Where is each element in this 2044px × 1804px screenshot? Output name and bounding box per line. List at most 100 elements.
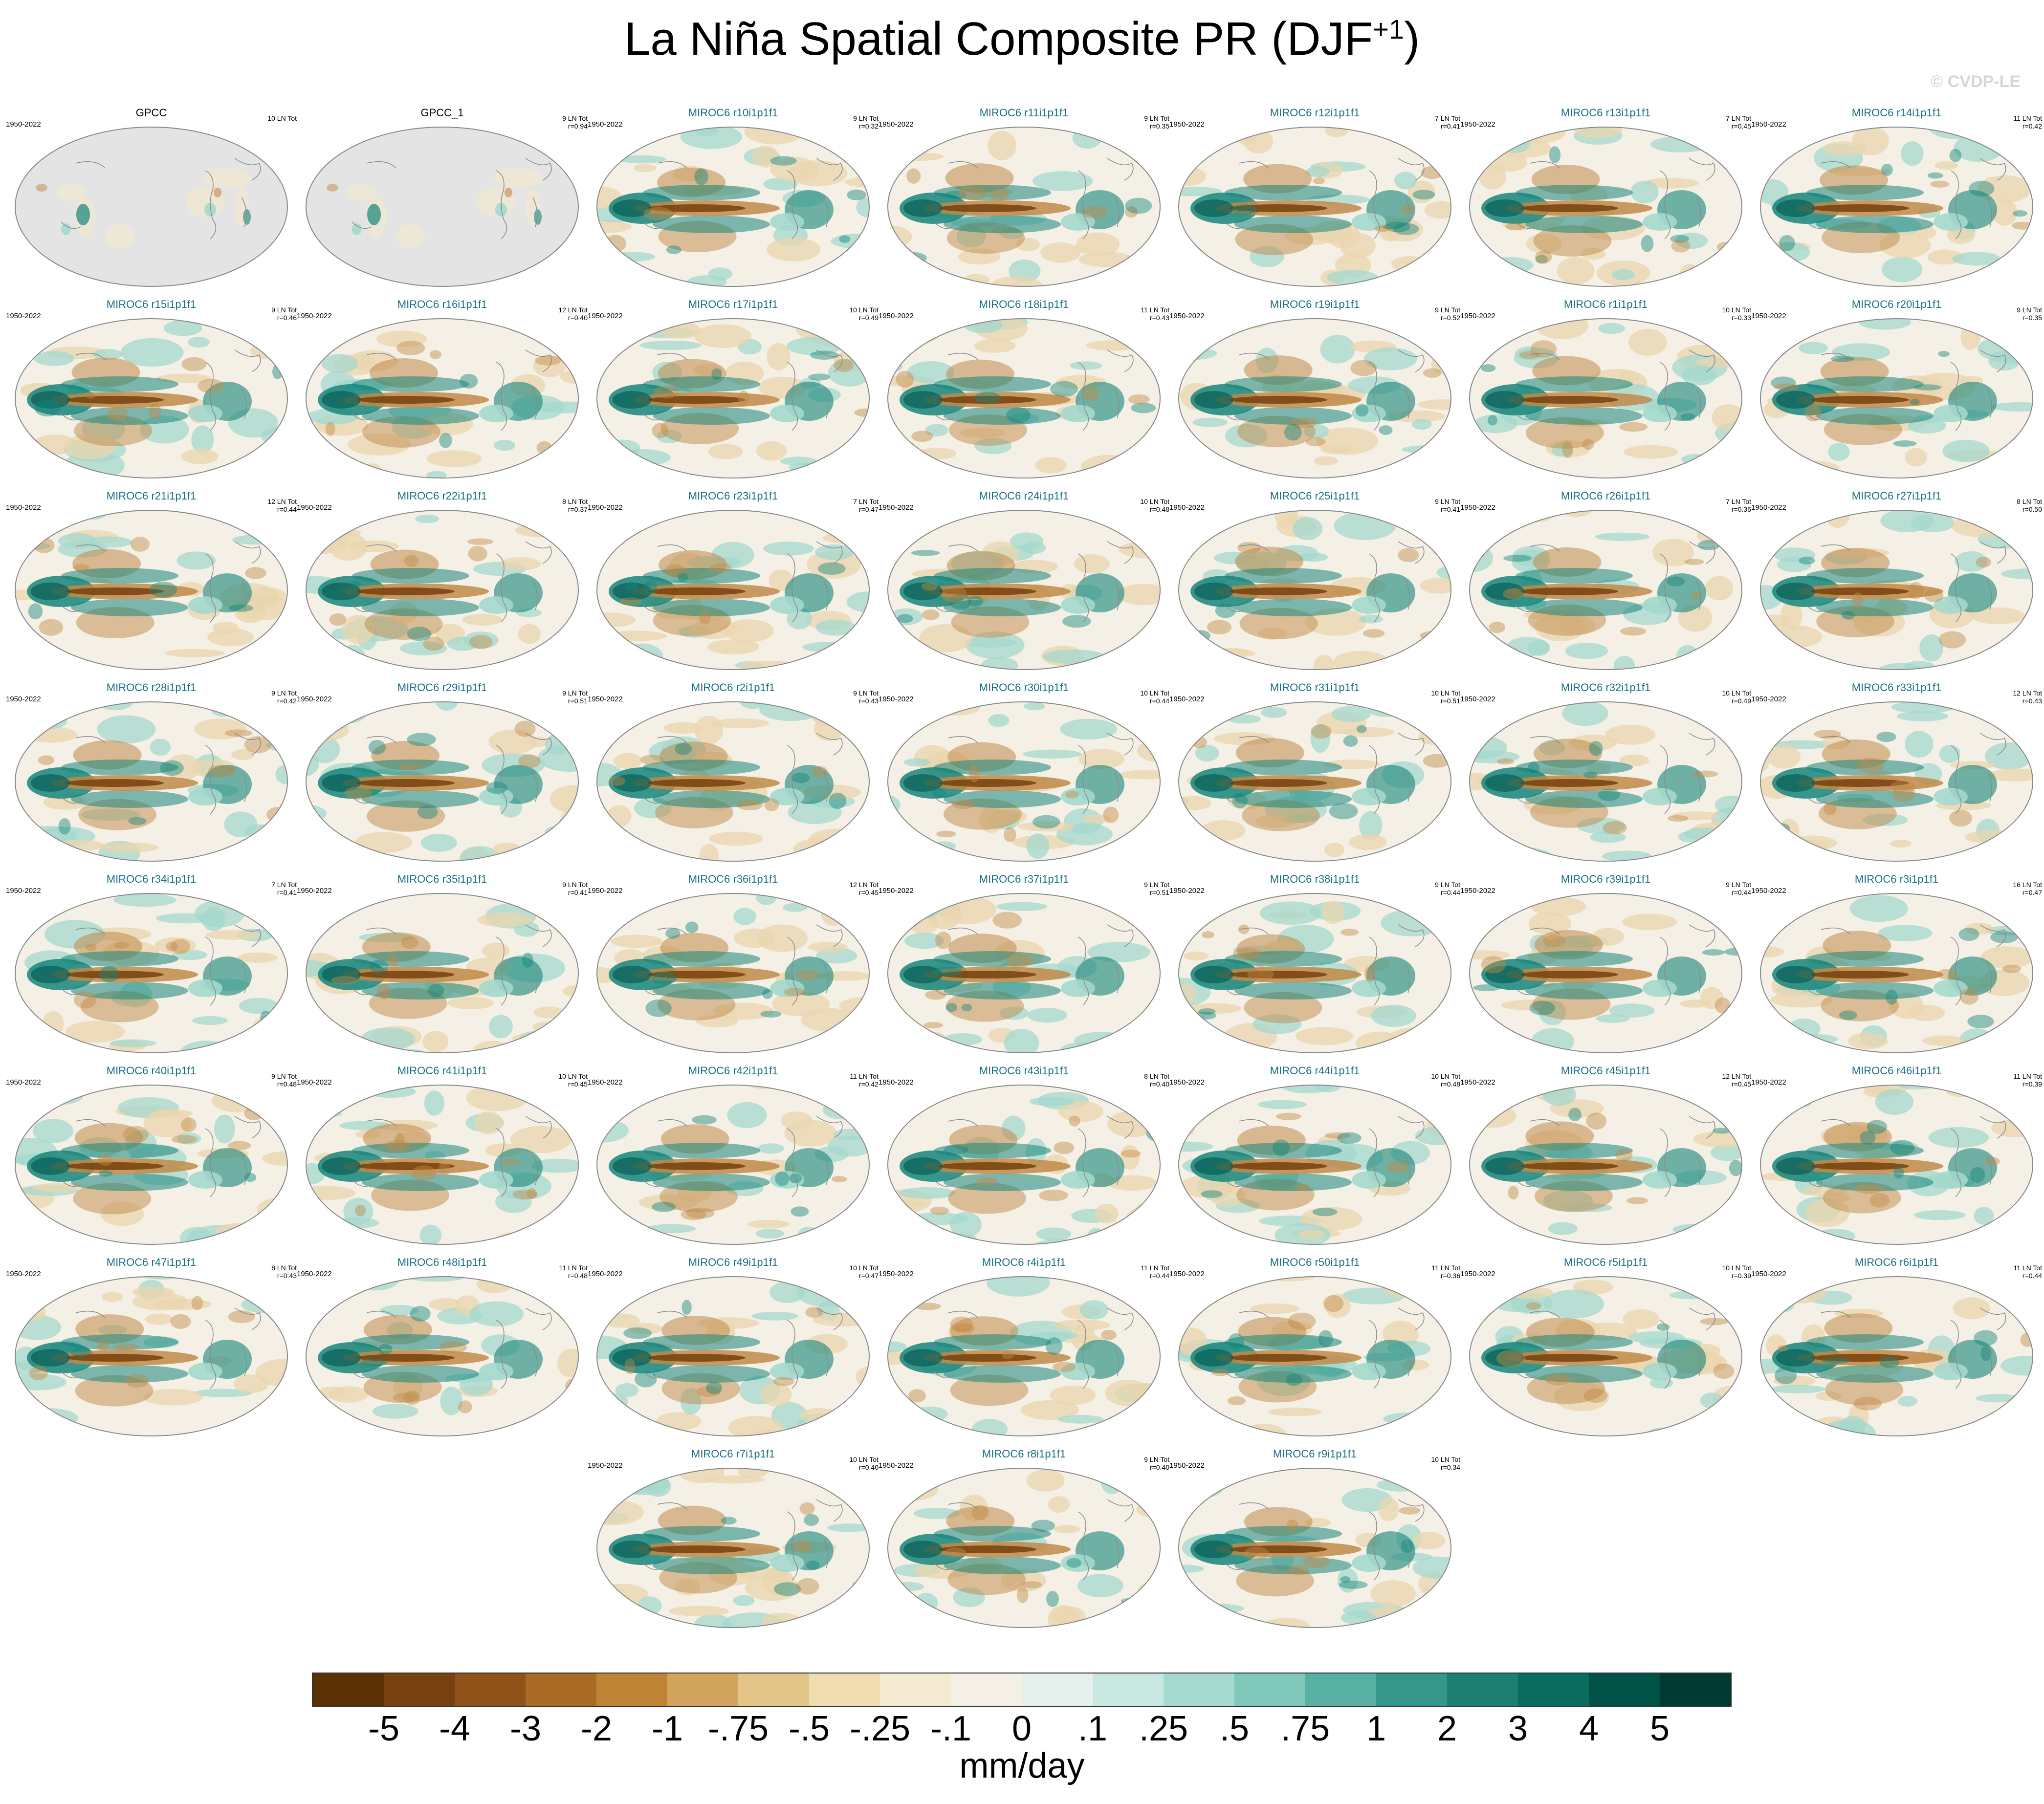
map-panel: MIROC6 r5i1p1f1 1950-2022 10 LN Tot r=0.39 <box>1460 1256 1751 1448</box>
panel-title: MIROC6 r5i1p1f1 <box>1563 1256 1648 1268</box>
colorbar-tick-label: -5 <box>368 1709 400 1748</box>
panel-count: 9 LN Tot r=0.35 <box>2017 306 2042 322</box>
panel-count: 10 LN Tot r=0.39 <box>1722 1264 1751 1280</box>
panel-map <box>1760 1085 2033 1245</box>
panel-count: 11 LN Tot r=0.48 <box>559 1264 588 1280</box>
panel-map <box>1178 893 1451 1053</box>
panel-pattern-correlation: r=0.42 <box>858 1080 879 1088</box>
panel-pattern-correlation: r=0.41 <box>568 889 588 896</box>
map-outline <box>1469 1276 1742 1436</box>
map-panel: MIROC6 r20i1p1f1 1950-2022 9 LN Tot r=0.35 <box>1751 298 2042 490</box>
panel-ln-count: 10 LN Tot <box>849 306 879 314</box>
panel-years: 1950-2022 <box>1751 312 1786 320</box>
colorbar <box>312 1673 1732 1707</box>
colorbar-tick-label: -1 <box>651 1709 683 1748</box>
panel-years: 1950-2022 <box>588 887 623 895</box>
colorbar-segment <box>1234 1674 1305 1706</box>
panel-map <box>596 510 870 670</box>
panel-ln-count: 11 LN Tot <box>2013 1264 2042 1272</box>
map-panel: GPCC_1 9 LN Tot r=0.94 <box>297 107 588 298</box>
map-panel: MIROC6 r32i1p1f1 1950-2022 10 LN Tot r=0.49 <box>1460 681 1751 873</box>
panel-years: 1950-2022 <box>588 503 623 512</box>
panel-years: 1950-2022 <box>1460 503 1495 512</box>
map-panel: MIROC6 r28i1p1f1 1950-2022 9 LN Tot r=0.42 <box>6 681 297 873</box>
panel-ln-count: 16 LN Tot <box>2013 881 2042 889</box>
panel-ln-count: 11 LN Tot <box>1431 1264 1460 1272</box>
map-outline <box>15 701 288 862</box>
panel-map <box>306 701 579 862</box>
panel-pattern-correlation: r=0.51 <box>1440 697 1460 705</box>
map-outline <box>15 893 288 1053</box>
panel-title: MIROC6 r15i1p1f1 <box>106 298 197 310</box>
map-panel: MIROC6 r8i1p1f1 1950-2022 9 LN Tot r=0.40 <box>879 1448 1169 1639</box>
panel-years: 1950-2022 <box>297 1270 332 1278</box>
panel-title: MIROC6 r18i1p1f1 <box>979 298 1069 310</box>
panel-ln-count: 9 LN Tot <box>2017 306 2042 314</box>
map-outline <box>1469 893 1742 1053</box>
panel-years: 1950-2022 <box>1169 312 1205 320</box>
map-panel: MIROC6 r33i1p1f1 1950-2022 12 LN Tot r=0.43 <box>1751 681 2042 873</box>
panel-title: MIROC6 r47i1p1f1 <box>106 1256 197 1268</box>
panel-years: 1950-2022 <box>1460 695 1495 703</box>
panel-map <box>1760 1276 2033 1436</box>
panel-count: 11 LN Tot r=0.42 <box>850 1072 879 1088</box>
map-background <box>306 127 578 286</box>
panel-map <box>15 893 288 1053</box>
map-panel: MIROC6 r31i1p1f1 1950-2022 10 LN Tot r=0.51 <box>1169 681 1460 873</box>
panel-title: MIROC6 r35i1p1f1 <box>397 873 487 885</box>
panel-count: 12 LN Tot r=0.44 <box>267 498 297 513</box>
map-outline <box>596 510 870 670</box>
panel-years: 1950-2022 <box>588 1078 623 1087</box>
map-panel: MIROC6 r26i1p1f1 1950-2022 7 LN Tot r=0.36 <box>1460 490 1751 681</box>
panel-years: 1950-2022 <box>1169 695 1205 703</box>
panel-count: 11 LN Tot r=0.44 <box>2013 1264 2042 1280</box>
panel-pattern-correlation: r=0.40 <box>568 314 588 322</box>
panel-ln-count: 11 LN Tot <box>850 1072 879 1080</box>
map-outline <box>596 318 870 478</box>
map-panel: MIROC6 r43i1p1f1 1950-2022 8 LN Tot r=0.40 <box>879 1065 1169 1256</box>
panel-ln-count: 7 LN Tot <box>271 881 297 889</box>
panel-count: 10 LN Tot r=0.49 <box>849 306 879 322</box>
map-outline <box>887 318 1161 478</box>
panel-map <box>306 510 579 670</box>
panel-map <box>15 1085 288 1245</box>
map-outline <box>887 1276 1161 1436</box>
panel-years: 1950-2022 <box>1460 120 1495 129</box>
panel-count: 10 LN Tot r=0.51 <box>1431 689 1460 705</box>
colorbar-tick-label: 3 <box>1508 1709 1528 1748</box>
panel-pattern-correlation: r=0.48 <box>568 1272 588 1280</box>
panel-title: MIROC6 r32i1p1f1 <box>1560 681 1651 694</box>
panel-title: MIROC6 r26i1p1f1 <box>1560 490 1651 502</box>
map-outline <box>15 1276 288 1436</box>
panel-title: MIROC6 r41i1p1f1 <box>397 1065 487 1077</box>
map-outline <box>1178 1276 1451 1436</box>
panel-title: MIROC6 r22i1p1f1 <box>397 490 487 502</box>
map-panel: MIROC6 r29i1p1f1 1950-2022 9 LN Tot r=0.51 <box>297 681 588 873</box>
panel-pattern-correlation: r=0.32 <box>858 122 879 130</box>
map-panel: MIROC6 r48i1p1f1 1950-2022 11 LN Tot r=0.48 <box>297 1256 588 1448</box>
map-outline <box>306 510 579 670</box>
panel-pattern-correlation: r=0.47 <box>2022 889 2042 896</box>
map-outline <box>596 701 870 862</box>
map-background <box>15 127 287 286</box>
panel-count: 9 LN Tot r=0.40 <box>1144 1456 1169 1471</box>
map-panel: MIROC6 r46i1p1f1 1950-2022 11 LN Tot r=0.39 <box>1751 1065 2042 1256</box>
panel-map <box>1178 1085 1451 1245</box>
map-outline <box>887 1468 1161 1628</box>
map-panel: MIROC6 r24i1p1f1 1950-2022 10 LN Tot r=0.48 <box>879 490 1169 681</box>
map-outline <box>1469 318 1742 478</box>
colorbar-segment <box>1518 1674 1589 1706</box>
panel-pattern-correlation: r=0.45 <box>858 889 879 896</box>
panel-years: 1950-2022 <box>6 503 41 512</box>
colorbar-segment <box>596 1674 667 1706</box>
panel-map <box>596 1276 870 1436</box>
panel-title: MIROC6 r29i1p1f1 <box>397 681 487 694</box>
panel-pattern-correlation: r=0.42 <box>2022 122 2042 130</box>
panel-ln-count: 9 LN Tot <box>562 881 588 889</box>
map-outline <box>1178 510 1451 670</box>
map-outline <box>1760 318 2033 478</box>
panel-title: MIROC6 r12i1p1f1 <box>1270 107 1360 119</box>
panel-count: 9 LN Tot r=0.32 <box>853 114 879 130</box>
panel-map <box>1760 701 2033 862</box>
colorbar-segment <box>313 1674 384 1706</box>
